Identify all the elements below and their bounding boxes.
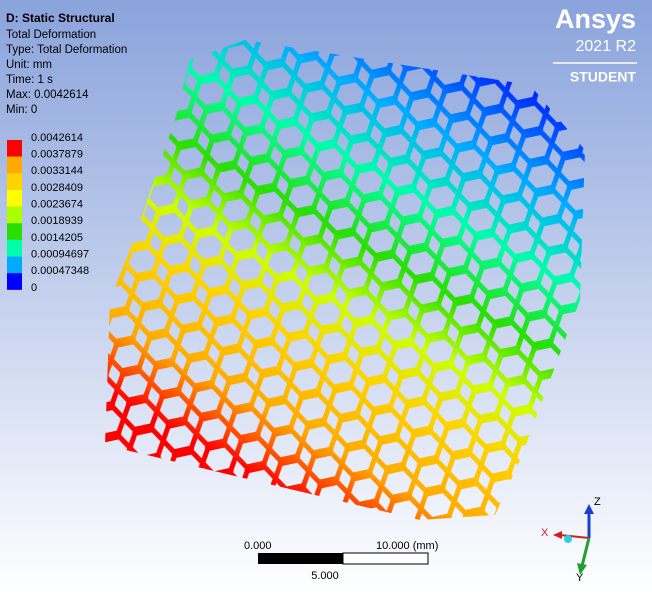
info-line: Time: 1 s <box>6 74 53 86</box>
y-label: Y <box>576 572 584 584</box>
info-line: Unit: mm <box>6 59 52 71</box>
legend-label: 0.0033144 <box>31 165 83 177</box>
info-line: Min: 0 <box>6 104 37 116</box>
legend-swatch <box>7 189 22 207</box>
legend-label: 0.0018939 <box>31 215 83 227</box>
y-axis <box>580 537 591 567</box>
legend-swatch <box>7 173 22 190</box>
analysis-info: Total Deformation Type: Total Deformation… <box>6 29 127 116</box>
legend-swatch <box>7 239 22 257</box>
scale-left: 0.000 <box>244 540 272 552</box>
scale-segment <box>342 552 429 565</box>
legend-swatch <box>7 206 22 224</box>
brand-logo: Ansys <box>555 4 636 34</box>
axis-triad: Z X Y <box>541 496 601 584</box>
legend-label: 0.0037879 <box>31 149 83 161</box>
z-label: Z <box>594 496 601 508</box>
version: 2021 R2 <box>576 38 637 55</box>
analysis-title: D: Static Structural <box>6 11 115 25</box>
info-line: Max: 0.0042614 <box>6 89 89 101</box>
legend-swatch <box>7 256 22 274</box>
legend-label: 0.0014205 <box>31 232 83 244</box>
scale-segment <box>258 553 343 564</box>
legend-label: 0 <box>31 282 37 294</box>
y-arrow <box>577 563 587 575</box>
edition: STUDENT <box>570 69 637 85</box>
legend-swatch <box>7 156 22 174</box>
legend-label: 0.0023674 <box>31 199 83 211</box>
legend-label: 0.00094697 <box>31 248 89 260</box>
legend-swatch <box>7 273 22 290</box>
scale-right: 10.000 (mm) <box>376 540 438 552</box>
color-legend: 0.0042614 0.0037879 0.0033144 0.0028409 0.00… <box>7 132 89 294</box>
legend-swatch <box>7 140 22 157</box>
triad-origin <box>564 535 572 543</box>
info-line: Total Deformation <box>6 29 96 41</box>
x-label: X <box>541 527 549 539</box>
x-axis <box>559 534 590 539</box>
info-line: Type: Total Deformation <box>6 44 127 56</box>
scale-bar: 0.000 10.000 (mm) 5.000 <box>244 540 438 582</box>
legend-swatch <box>7 223 22 240</box>
legend-label: 0.00047348 <box>31 265 89 277</box>
legend-label: 0.0042614 <box>31 132 83 144</box>
legend-label: 0.0028409 <box>31 182 83 194</box>
x-arrow <box>553 531 562 539</box>
scale-middle: 5.000 <box>311 570 339 582</box>
z-arrow <box>584 504 594 514</box>
